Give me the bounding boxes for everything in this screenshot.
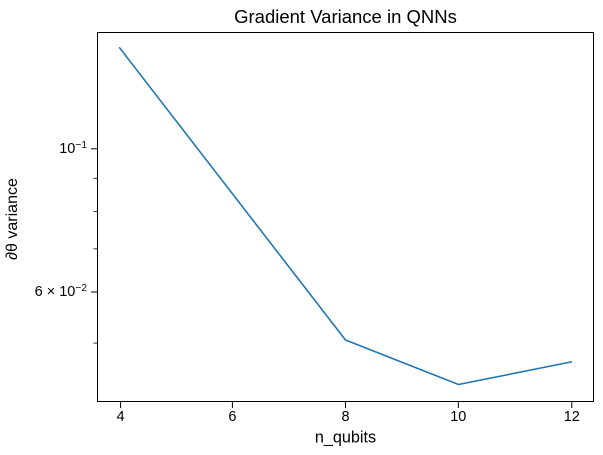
svg-text:10−1: 10−1: [59, 140, 87, 157]
svg-text:n_qubits: n_qubits: [315, 429, 376, 447]
svg-text:10: 10: [450, 409, 466, 425]
svg-text:∂θ variance: ∂θ variance: [4, 178, 21, 260]
svg-text:Gradient Variance in QNNs: Gradient Variance in QNNs: [234, 6, 457, 27]
svg-text:6: 6: [228, 409, 236, 425]
svg-text:4: 4: [117, 409, 125, 425]
svg-text:8: 8: [341, 409, 349, 425]
svg-text:6 × 10−2: 6 × 10−2: [35, 283, 88, 300]
svg-text:12: 12: [564, 409, 580, 425]
